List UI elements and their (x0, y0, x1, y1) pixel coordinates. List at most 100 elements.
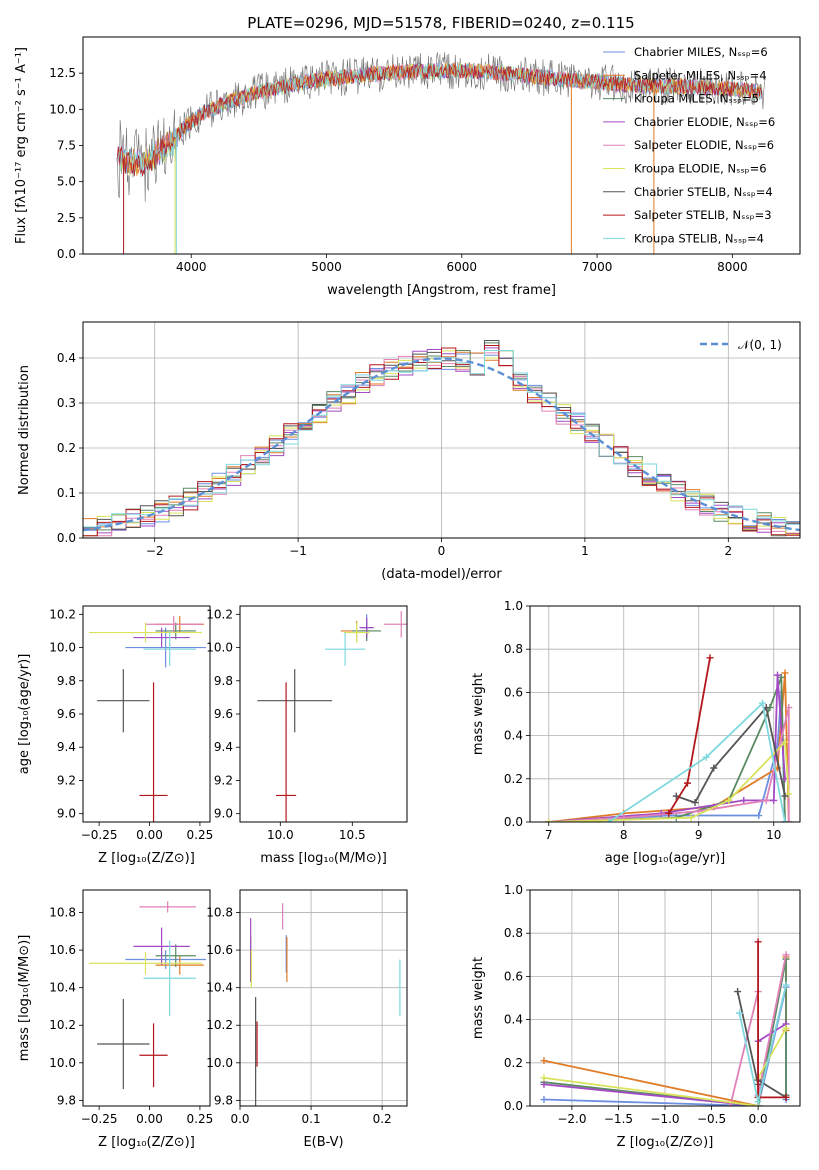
y-tick-label: 9.0 (214, 807, 233, 821)
mass-weight-marker (754, 1098, 762, 1106)
mass-weight-marker (782, 951, 790, 959)
y-tick-label: 10.4 (206, 981, 233, 995)
mass-weight-series (548, 707, 790, 822)
chart-massweight-vs-Z: −2.0 −1.5 −1.0 −0.5 0.0 0.0 0.2 0.4 0.6 0.8 1.0 Z [… (471, 883, 801, 1150)
y-tick-label: 9.2 (57, 773, 76, 787)
y-tick-label: 9.8 (57, 674, 76, 688)
x-axis-label: mass [log₁₀(M/M⊙)] (260, 851, 387, 866)
figure-title: PLATE=0296, MJD=51578, FIBERID=0240, z=0… (247, 14, 634, 32)
mass-weight-marker (781, 792, 789, 800)
y-tick-label: 10.6 (49, 943, 76, 957)
x-tick-label: −1.0 (650, 1112, 679, 1126)
mass-weight-marker (774, 671, 781, 679)
y-tick-label: 0.1 (57, 486, 76, 500)
axes-frame (82, 36, 801, 255)
x-axis-label: age [log₁₀(age/yr)] (605, 851, 726, 866)
x-tick-label: 7 (545, 828, 553, 842)
mass-weight-marker (684, 779, 691, 787)
x-axis-label: (data-model)/error (381, 567, 502, 582)
x-tick-label: −2 (146, 544, 164, 558)
y-axis-label: age [log₁₀(age/yr)] (17, 654, 32, 775)
axes-frame (529, 605, 801, 823)
y-tick-label: 10.0 (49, 641, 76, 655)
mass-weight-marker (702, 753, 710, 761)
x-tick-label: 10.0 (267, 828, 294, 842)
mass-weight-marker (706, 654, 714, 662)
x-tick-label: −0.25 (81, 828, 118, 842)
mass-weight-marker (781, 669, 789, 677)
x-tick-label: −0.25 (81, 1112, 118, 1126)
y-tick-label: 9.0 (57, 807, 76, 821)
y-tick-label: 9.4 (214, 740, 233, 754)
x-tick-label: 0.0 (230, 1112, 249, 1126)
mass-weight-marker (665, 809, 673, 817)
x-tick-label: −1.5 (604, 1112, 633, 1126)
y-tick-label: 0.2 (504, 1056, 523, 1070)
histogram-series (83, 352, 800, 531)
mass-weight-marker (755, 812, 763, 820)
x-tick-label: 0 (438, 544, 446, 558)
mass-weight-marker (781, 738, 789, 746)
y-tick-label: 2.5 (57, 211, 76, 225)
legend-label: Chabrier ELODIE, Nₛₛₚ=6 (634, 115, 775, 129)
axes-frame (239, 889, 408, 1107)
y-tick-label: 1.0 (504, 599, 523, 613)
chart-age-vs-Z: −0.25 0.00 0.25 9.0 9.2 9.4 9.6 9.8 10.0 10.2 Z [l… (17, 605, 214, 866)
mass-weight-series (548, 672, 790, 822)
y-tick-label: 0.8 (504, 642, 523, 656)
y-axis-label: mass weight (471, 673, 486, 755)
mass-weight-marker (540, 1074, 548, 1082)
mass-weight-marker (770, 796, 778, 804)
mass-weight-marker (545, 818, 553, 822)
legend-label: Kroupa MILES, Nₛₛₚ=5 (634, 92, 759, 106)
mass-weight-marker (785, 790, 793, 798)
y-tick-label: 0.0 (504, 815, 523, 829)
y-tick-label: 1.0 (504, 883, 523, 897)
x-axis-label: wavelength [Angstrom, rest frame] (327, 283, 556, 298)
chart-spectrum: 4000 5000 6000 7000 8000 0.0 2.5 5.0 7.5 10.0 12.5… (14, 36, 801, 298)
mass-weight-marker (540, 1080, 548, 1088)
mass-weight-marker (540, 1096, 548, 1104)
x-axis-label: Z [log₁₀(Z/Z⊙)] (617, 1135, 714, 1150)
y-tick-label: 10.4 (49, 981, 76, 995)
y-tick-label: 0.0 (57, 531, 76, 545)
y-tick-label: 10.8 (49, 906, 76, 920)
y-tick-label: 9.2 (214, 773, 233, 787)
spectrum-series-line (116, 62, 763, 177)
x-tick-label: 0.2 (373, 1112, 392, 1126)
x-tick-label: 0.00 (136, 1112, 163, 1126)
x-tick-label: 6000 (447, 260, 478, 274)
mass-weight-marker (781, 818, 789, 822)
x-tick-label: 10 (766, 828, 781, 842)
legend-label: Kroupa STELIB, Nₛₛₚ=4 (634, 231, 764, 245)
axes-frame (82, 605, 211, 823)
x-tick-label: 1 (581, 544, 589, 558)
mass-weight-marker (540, 1057, 548, 1065)
spectrum-series-line (117, 62, 762, 178)
spectrum-series-line (116, 52, 767, 202)
axes-frame (82, 889, 211, 1107)
y-axis-label: Flux [fλ10⁻¹⁷ erg cm⁻² s⁻¹ A⁻¹] (14, 47, 29, 244)
legend-label: Kroupa ELODIE, Nₛₛₚ=6 (634, 162, 767, 176)
x-tick-label: 10.5 (339, 828, 366, 842)
y-tick-label: 0.6 (504, 685, 523, 699)
plot-area (530, 890, 800, 1106)
plot-area (116, 52, 767, 254)
y-tick-label: 10.8 (206, 906, 233, 920)
legend-label: Salpeter MILES, Nₛₛₚ=4 (634, 68, 767, 82)
mass-weight-marker (777, 673, 785, 681)
chart-mass-vs-EBV: 0.0 0.1 0.2 9.8 10.0 10.2 10.4 10.6 10.8 E(B-V) (206, 889, 408, 1150)
x-tick-label: 8000 (717, 260, 748, 274)
mass-weight-marker (762, 796, 770, 804)
mass-weight-marker (782, 1093, 790, 1101)
y-tick-label: 0.4 (504, 1013, 523, 1027)
mass-weight-marker (725, 796, 733, 804)
y-tick-label: 10.0 (206, 641, 233, 655)
x-tick-label: 0.25 (187, 828, 214, 842)
x-axis-label: E(B-V) (303, 1135, 343, 1150)
y-tick-label: 0.4 (504, 729, 523, 743)
x-tick-label: 7000 (582, 260, 613, 274)
x-tick-label: 5000 (311, 260, 342, 274)
y-tick-label: 9.6 (57, 707, 76, 721)
